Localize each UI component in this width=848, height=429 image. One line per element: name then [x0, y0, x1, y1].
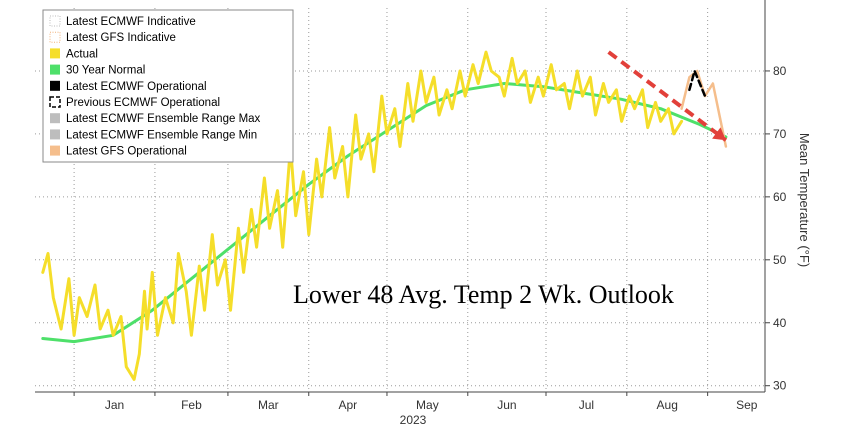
y-axis-label: Mean Temperature (°F) — [797, 133, 812, 267]
x-tick-label: Jun — [497, 398, 516, 412]
legend-label: Previous ECMWF Operational — [66, 97, 220, 109]
y-tick-label: 50 — [773, 253, 787, 267]
legend-swatch — [50, 145, 60, 156]
grid — [35, 8, 765, 392]
x-tick-label: Mar — [258, 398, 279, 412]
overlay-title: Lower 48 Avg. Temp 2 Wk. Outlook — [293, 280, 674, 309]
legend-label: Actual — [66, 48, 98, 60]
x-tick-label: Aug — [657, 398, 678, 412]
legend-label: Latest ECMWF Indicative — [66, 16, 196, 28]
y-tick-label: 70 — [773, 127, 787, 141]
legend-entry: 30 Year Normal — [50, 64, 145, 77]
legend-label: 30 Year Normal — [66, 65, 145, 77]
x-tick-label: Jan — [105, 398, 124, 412]
legend-swatch — [50, 64, 60, 75]
x-tick-label: Sep — [736, 398, 758, 412]
series-line-actual — [41, 50, 684, 381]
y-tick-label: 40 — [773, 316, 787, 330]
legend-swatch — [50, 48, 60, 59]
series-layer — [41, 50, 728, 381]
y-tick-label: 30 — [773, 379, 787, 393]
trend-layer — [607, 50, 728, 142]
legend-swatch — [50, 129, 60, 140]
legend-box — [42, 9, 294, 163]
x-tick-label: Feb — [181, 398, 202, 412]
x-tick-label: May — [416, 398, 439, 412]
legend-entry: Latest ECMWF Operational — [50, 80, 207, 93]
legend-entry: Latest ECMWF Ensemble Range Max — [50, 113, 261, 125]
legend-label: Latest GFS Operational — [66, 146, 187, 158]
year-label: 2023 — [400, 413, 427, 427]
legend-entry: Previous ECMWF Operational — [49, 96, 220, 109]
legend-label: Latest ECMWF Ensemble Range Min — [66, 129, 257, 141]
y-tick-label: 60 — [773, 190, 787, 204]
legend-entry: Latest GFS Indicative — [49, 31, 176, 44]
legend: Latest ECMWF Indicative Latest GFS Indica… — [42, 9, 294, 163]
x-tick-label: Jul — [579, 398, 594, 412]
legend-entry: Latest GFS Operational — [50, 145, 187, 158]
legend-swatch — [50, 113, 60, 124]
legend-swatch — [49, 15, 61, 27]
legend-label: Latest GFS Indicative — [66, 32, 176, 44]
legend-entry: Latest ECMWF Indicative — [49, 15, 196, 28]
series-line-latest-ecmwf-operational — [688, 69, 707, 98]
legend-entry: Actual — [50, 48, 98, 60]
x-tick-label: Apr — [339, 398, 358, 412]
legend-swatch — [49, 31, 61, 43]
legend-swatch — [49, 96, 61, 108]
legend-swatch — [50, 80, 60, 91]
trend-arrow-line — [607, 50, 728, 142]
legend-label: Latest ECMWF Ensemble Range Max — [66, 113, 261, 125]
trend-arrow-head — [712, 127, 726, 141]
axes: 30 40 50 60 70 80 Jan Feb Mar Apr May Jun Jul Aug Sep — [35, 0, 787, 412]
legend-entry: Latest ECMWF Ensemble Range Min — [50, 129, 257, 141]
y-tick-label: 80 — [773, 64, 787, 78]
legend-label: Latest ECMWF Operational — [66, 81, 207, 93]
